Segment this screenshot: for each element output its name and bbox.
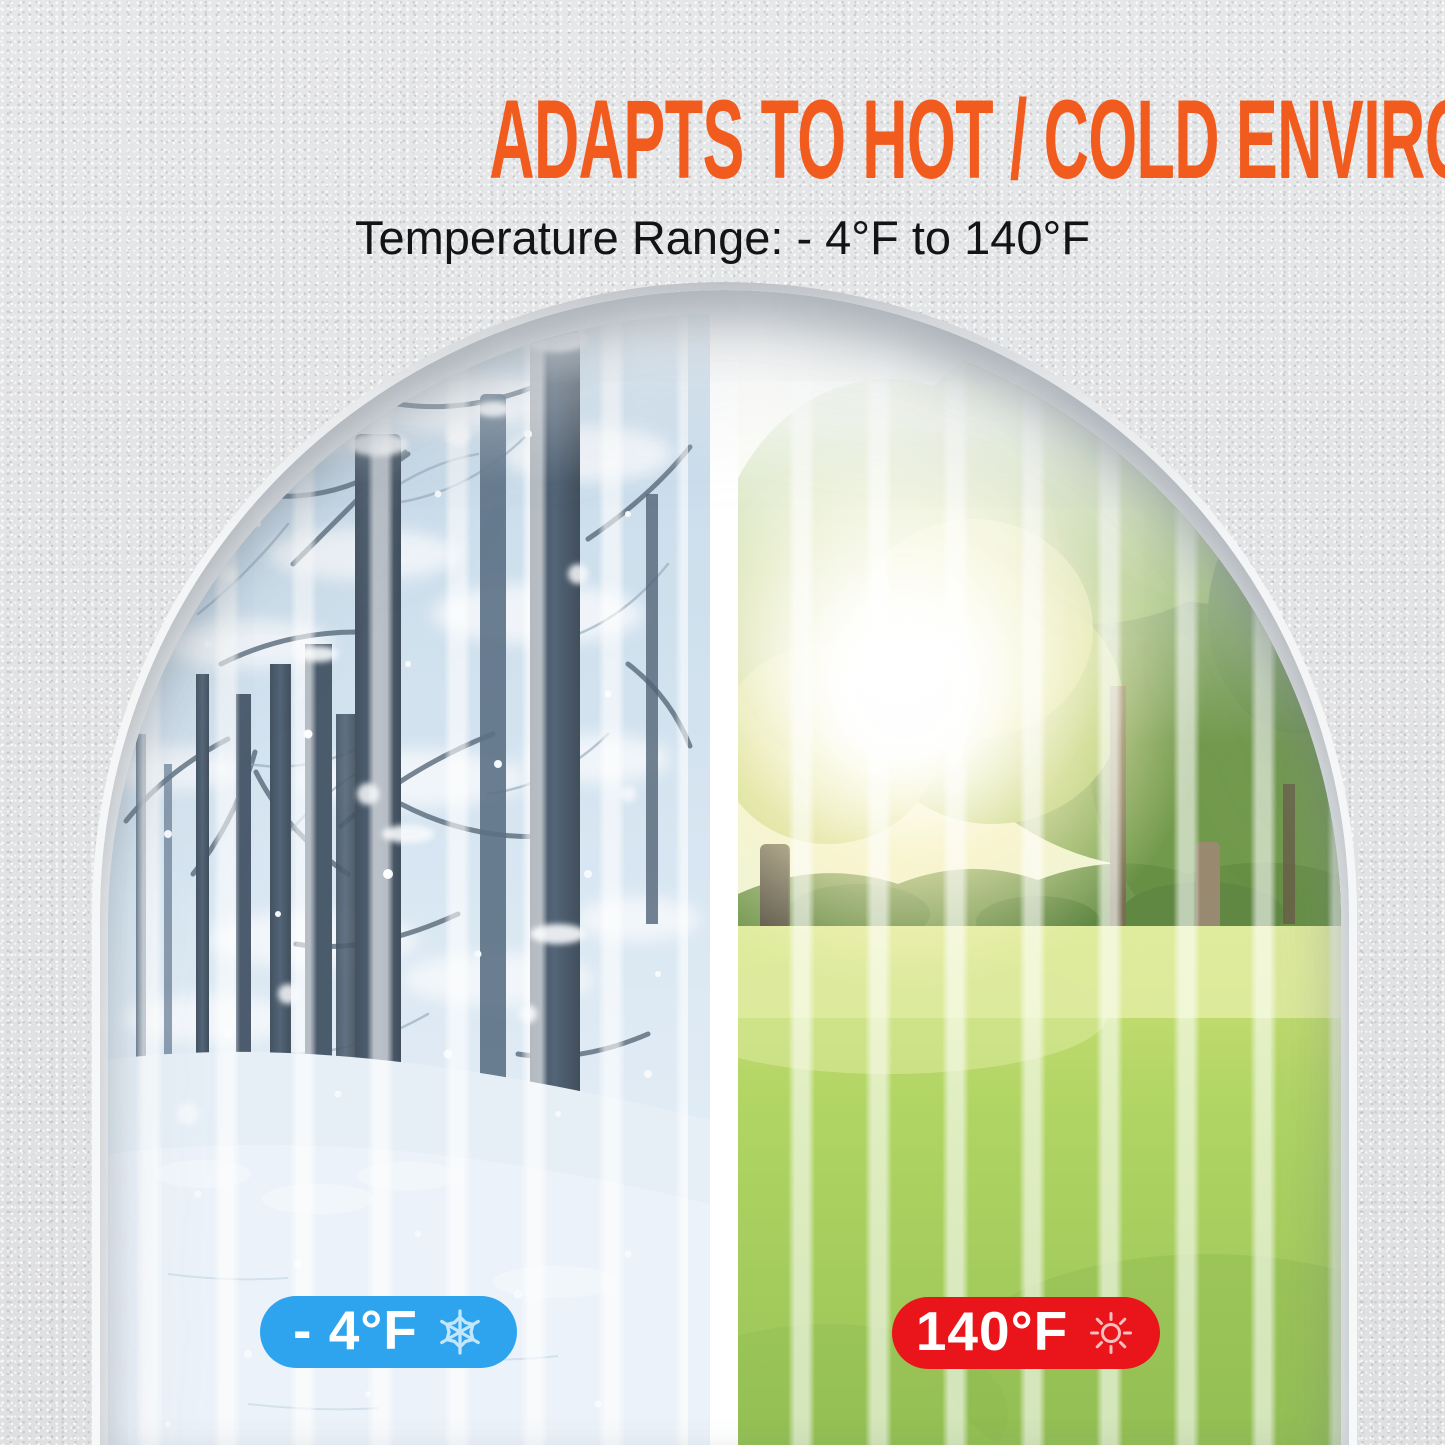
winter-scene-panel (108, 314, 710, 1445)
strip-curtain-doorway (108, 314, 1341, 1445)
doorway-arch (92, 282, 1357, 1445)
page-subtitle: Temperature Range: - 4°F to 140°F (354, 211, 1091, 264)
summer-scene-panel (738, 314, 1341, 1445)
page-title: ADAPTS TO HOT / COLD ENVIRONMENTS (489, 77, 1445, 202)
cold-temperature-label: - 4°F (293, 1298, 418, 1361)
snowflake-icon (437, 1309, 483, 1355)
winter-photo (108, 314, 710, 1445)
sun-core (835, 620, 975, 760)
hot-temperature-badge: 140°F (892, 1297, 1160, 1369)
header: ADAPTS TO HOT / COLD ENVIRONMENTS Temper… (0, 84, 1445, 265)
sun-icon (1090, 1312, 1133, 1354)
sun-glow (738, 314, 1341, 1445)
doorway-rim (100, 290, 1349, 1445)
hot-temperature-label: 140°F (915, 1299, 1069, 1362)
cold-temperature-badge: - 4°F (260, 1296, 517, 1368)
summer-photo (738, 314, 1341, 1445)
